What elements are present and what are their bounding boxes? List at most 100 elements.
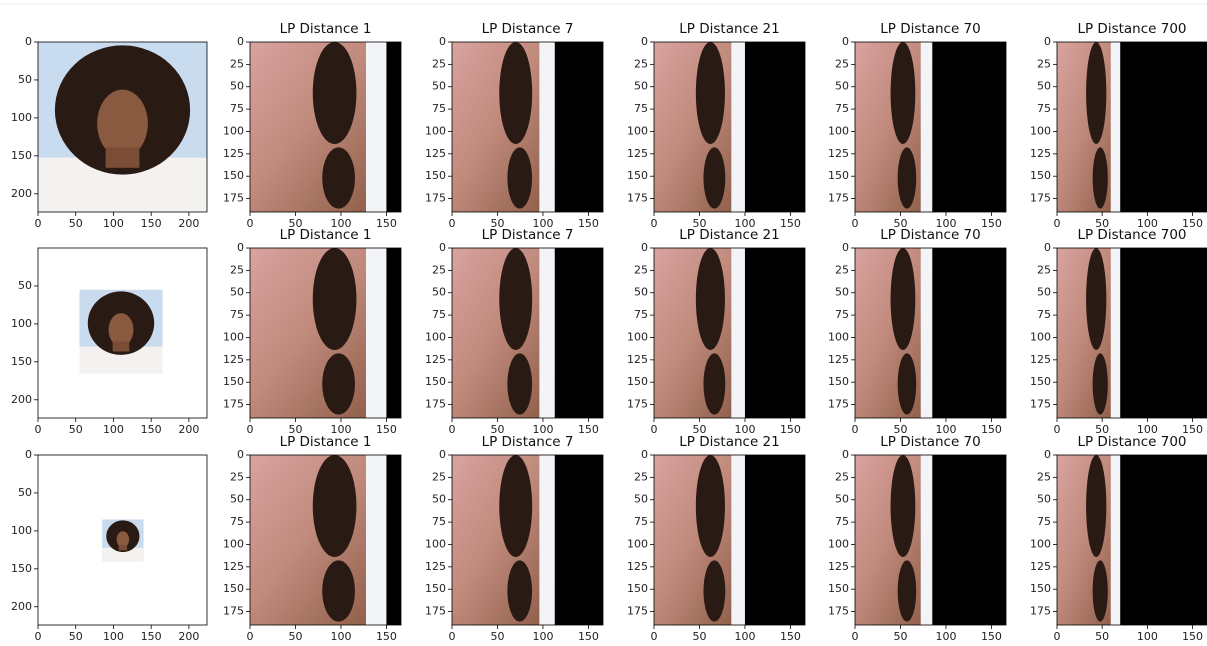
y-tick-label: 50: [230, 493, 244, 506]
warp-hair: [891, 248, 916, 350]
y-tick-label: 25: [634, 57, 648, 70]
image: [102, 520, 143, 562]
warp-void: [1120, 248, 1207, 418]
y-tick-label: 200: [11, 187, 32, 200]
y-tick-label: 50: [835, 493, 849, 506]
y-tick-label: 0: [641, 448, 648, 461]
y-tick-label: 0: [1044, 448, 1051, 461]
y-tick-label: 100: [11, 111, 32, 124]
image: [38, 42, 207, 212]
y-tick-label: 75: [1037, 515, 1051, 528]
image: [855, 248, 1006, 418]
x-tick-label: 50: [69, 630, 83, 643]
y-tick-label: 100: [223, 124, 244, 137]
x-tick-label: 150: [981, 217, 1002, 230]
x-tick-label: 100: [734, 630, 755, 643]
y-tick-label: 50: [18, 486, 32, 499]
warp-hair: [898, 353, 917, 414]
y-tick-label: 100: [223, 330, 244, 343]
y-tick-label: 150: [425, 582, 446, 595]
x-tick-label: 0: [852, 630, 859, 643]
y-tick-label: 150: [425, 169, 446, 182]
y-tick-label: 175: [425, 398, 446, 411]
image: [250, 248, 401, 418]
y-tick-label: 125: [828, 560, 849, 573]
y-tick-label: 125: [425, 147, 446, 160]
panel-title: LP Distance 7: [482, 21, 574, 37]
panel-title: LP Distance 7: [482, 434, 574, 450]
y-tick-label: 50: [1037, 80, 1051, 93]
x-tick-label: 100: [330, 630, 351, 643]
y-tick-label: 50: [835, 80, 849, 93]
y-tick-label: 25: [835, 57, 849, 70]
y-tick-label: 175: [627, 605, 648, 618]
y-tick-label: 125: [1030, 147, 1051, 160]
warp-hair: [696, 42, 725, 144]
warp-hair: [891, 42, 916, 144]
panel-title: LP Distance 1: [280, 21, 372, 37]
y-tick-label: 125: [223, 560, 244, 573]
x-tick-label: 200: [178, 423, 199, 436]
panel-title: LP Distance 1: [280, 434, 372, 450]
panel-title: LP Distance 21: [679, 21, 779, 37]
y-tick-label: 150: [627, 582, 648, 595]
y-tick-label: 25: [230, 470, 244, 483]
image: [452, 42, 603, 212]
warp-hair: [507, 147, 532, 208]
y-tick-label: 175: [425, 192, 446, 205]
y-tick-label: 150: [627, 375, 648, 388]
warp-bg: [539, 42, 554, 212]
x-tick-label: 0: [35, 217, 42, 230]
warp-hair: [313, 42, 357, 144]
image: [79, 290, 162, 373]
warp-void: [386, 455, 401, 625]
warp-void: [932, 455, 1006, 625]
y-tick-label: 0: [1044, 35, 1051, 48]
x-tick-label: 50: [288, 630, 302, 643]
panel: 0501001500255075100125150175LP Distance …: [223, 21, 401, 230]
panel: 0501001500255075100125150175LP Distance …: [425, 21, 603, 230]
y-tick-label: 0: [237, 35, 244, 48]
warp-bg: [731, 248, 745, 418]
y-tick-label: 25: [230, 57, 244, 70]
y-tick-label: 150: [828, 582, 849, 595]
y-tick-label: 150: [223, 582, 244, 595]
x-tick-label: 0: [449, 630, 456, 643]
y-tick-label: 100: [1030, 330, 1051, 343]
y-tick-label: 100: [425, 537, 446, 550]
y-tick-label: 175: [1030, 605, 1051, 618]
y-tick-label: 175: [1030, 192, 1051, 205]
y-tick-label: 175: [425, 605, 446, 618]
y-tick-label: 125: [1030, 353, 1051, 366]
image: [452, 455, 603, 625]
x-tick-label: 0: [651, 630, 658, 643]
x-tick-label: 150: [578, 423, 599, 436]
x-tick-label: 50: [490, 630, 504, 643]
x-tick-label: 0: [852, 423, 859, 436]
y-tick-label: 175: [627, 398, 648, 411]
y-tick-label: 125: [627, 353, 648, 366]
y-tick-label: 150: [223, 375, 244, 388]
warp-hair: [898, 560, 917, 621]
y-tick-label: 150: [1030, 375, 1051, 388]
x-tick-label: 0: [852, 217, 859, 230]
warp-bg: [366, 248, 386, 418]
warp-hair: [898, 147, 917, 208]
image: [1057, 42, 1207, 212]
y-tick-label: 150: [627, 169, 648, 182]
x-tick-label: 0: [449, 217, 456, 230]
x-tick-label: 150: [376, 423, 397, 436]
warp-void: [386, 42, 401, 212]
y-tick-label: 125: [627, 147, 648, 160]
warp-bg: [1111, 42, 1120, 212]
y-tick-label: 50: [432, 80, 446, 93]
y-tick-label: 100: [1030, 537, 1051, 550]
y-tick-label: 75: [230, 515, 244, 528]
y-tick-label: 125: [223, 147, 244, 160]
warp-void: [1120, 42, 1207, 212]
y-tick-label: 150: [223, 169, 244, 182]
y-tick-label: 100: [828, 537, 849, 550]
